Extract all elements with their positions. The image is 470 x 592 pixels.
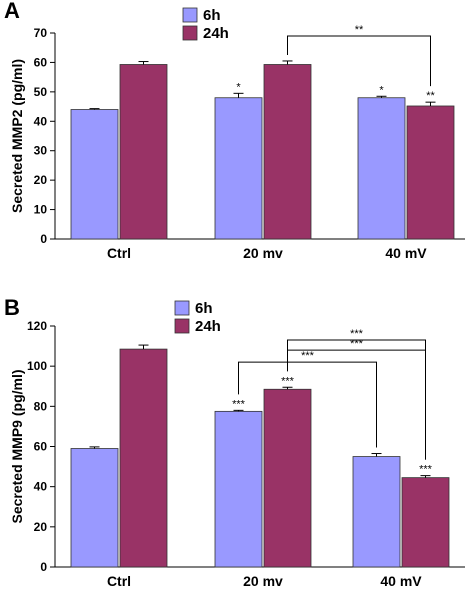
y-axis-title: Secreted MMP9 (pg/ml) [9,369,25,523]
category-label: Ctrl [107,245,131,261]
legend-label: 24h [203,25,229,42]
y-tick-label: 70 [34,26,48,40]
category-label: 20 mv [243,245,283,261]
y-tick-label: 30 [34,144,48,158]
y-tick-label: 20 [34,173,48,187]
panel-letter-a: A [4,0,20,23]
comparison-bracket [287,35,431,87]
legend-label: 6h [195,300,213,317]
significance-label: * [236,81,241,93]
bar-6h-Ctrl [70,448,119,568]
y-tick-label: 100 [27,359,47,373]
bar-6h-20mv [214,97,263,240]
category-label: 40 mV [380,573,422,589]
bar-6h-20mv [214,410,263,568]
bar-24h-20mv [263,64,312,240]
y-tick-label: 40 [34,114,48,128]
comparison-bracket [287,339,426,460]
bar-24h-40mV [406,105,455,240]
bar-24h-Ctrl [119,348,168,568]
legend-label: 6h [203,7,221,24]
legend-swatch-6h [174,300,190,316]
legend-label: 24h [195,318,221,335]
significance-label: ** [426,90,435,102]
legend-swatch-24h [174,318,190,334]
category-label: 20 mv [243,573,283,589]
category-label: Ctrl [107,573,131,589]
y-tick-label: 80 [34,399,48,413]
panel-letter-b: B [4,295,20,320]
y-tick-label: 60 [34,440,48,454]
significance-label: *** [281,375,295,387]
legend-swatch-24h [182,25,198,41]
bracket-significance-label: ** [355,24,364,36]
y-tick-label: 60 [34,55,48,69]
y-tick-label: 40 [34,480,48,494]
y-axis-title: Secreted MMP2 (pg/ml) [9,59,25,213]
comparison-bracket [238,361,377,448]
bar-24h-Ctrl [119,64,168,240]
significance-label: * [379,84,384,96]
y-tick-label: 0 [40,560,47,574]
y-tick-label: 0 [40,232,47,246]
significance-label: *** [232,398,246,410]
bracket-significance-label: *** [301,350,315,362]
category-label: 40 mV [385,245,427,261]
bar-24h-40mV [401,477,450,568]
bracket-significance-label: *** [350,328,364,340]
y-tick-label: 10 [34,203,48,217]
legend-swatch-6h [182,7,198,23]
y-tick-label: 120 [27,319,47,333]
significance-label: *** [419,464,433,476]
y-tick-label: 50 [34,85,48,99]
bar-6h-Ctrl [70,109,119,240]
bracket-significance-label: *** [350,338,364,350]
bar-6h-40mV [352,456,401,568]
bar-6h-40mV [357,97,406,240]
y-tick-label: 20 [34,520,48,534]
bar-24h-20mv [263,388,312,568]
